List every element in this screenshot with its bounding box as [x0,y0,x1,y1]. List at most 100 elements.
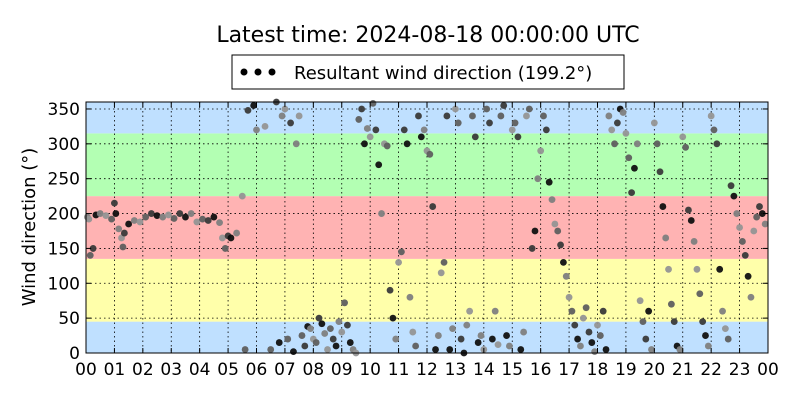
data-point [613,119,621,127]
data-point [471,133,479,141]
data-point [446,346,454,353]
data-point [261,123,269,130]
data-point [400,126,408,134]
data-point [523,112,530,120]
data-point [713,140,721,148]
data-point [250,102,258,109]
data-point [545,178,553,186]
x-tick-label: 10 [359,360,381,380]
data-point [517,346,525,353]
data-point [287,119,294,127]
data-point [120,229,128,237]
x-tick-label: 09 [331,360,353,380]
x-tick-label: 11 [388,360,410,380]
data-point [747,293,755,301]
data-point [631,164,638,172]
data-point [477,332,485,339]
data-point [378,210,385,217]
data-point [432,346,439,353]
data-point [571,321,579,329]
data-point [750,227,758,235]
data-point [383,142,391,150]
x-tick-label: 01 [104,360,126,380]
y-tick-label: 300 [48,135,80,155]
data-point [426,150,434,158]
data-point [85,215,93,223]
data-point [628,189,635,197]
x-axis-ticks: 00 01 02 03 04 05 06 07 08 09 10 11 12 13 14 15 16 17 18 19… [75,102,779,380]
x-tick-label: 20 [644,360,666,380]
data-point [494,341,502,349]
data-points [84,98,769,357]
data-point [108,215,115,223]
data-point [318,320,326,328]
data-point [710,126,718,134]
data-point [406,293,414,301]
data-point [608,126,616,134]
data-point [611,140,618,148]
y-axis-label: Wind direction (°) [19,148,40,307]
data-point [301,342,309,350]
data-point [344,321,351,329]
data-point [506,342,513,350]
x-tick-label: 05 [217,360,239,380]
data-point [753,213,761,221]
data-point [392,335,400,343]
data-point [739,238,746,245]
data-point [466,307,474,315]
data-point [579,314,587,322]
data-point [605,112,613,120]
legend-label: Resultant wind direction (199.2°) [294,63,592,84]
data-point [338,328,346,336]
x-tick-label: 02 [132,360,154,380]
data-point [159,213,167,221]
data-point [321,330,329,337]
data-point [721,325,729,332]
data-point [585,328,593,336]
x-tick-label: 03 [160,360,182,380]
data-point [290,348,297,356]
data-point [440,258,448,266]
data-point [560,258,567,266]
data-point [170,215,178,222]
data-point [219,234,226,242]
data-point [244,106,252,114]
data-point [537,147,545,155]
data-point [551,220,559,228]
data-point [112,210,120,217]
data-point [187,210,195,217]
data-point [733,210,741,217]
x-tick-label: 19 [615,360,637,380]
data-point [727,182,735,190]
data-point [241,346,249,353]
data-point [136,218,144,226]
data-point [730,192,738,200]
data-point [420,126,428,134]
data-point [443,112,451,120]
data-point [176,210,184,217]
data-point [204,217,212,224]
y-axis-ticks: 0 50 100 150 200 250 300 350 [48,100,768,364]
data-point [665,265,672,273]
data-point [690,238,698,245]
data-point [275,339,283,346]
data-point [412,342,420,350]
data-point [696,290,704,298]
data-point [542,126,550,134]
x-tick-label: 14 [473,360,495,380]
data-point [86,251,94,259]
data-point [520,328,528,336]
data-point [744,272,752,280]
data-point [528,245,536,252]
data-point [366,133,374,141]
data-point [650,119,658,127]
grid-lines [86,102,768,353]
data-point [602,346,610,353]
data-point [125,220,133,228]
x-tick-label: 21 [672,360,694,380]
data-point [415,112,422,120]
data-point [238,192,246,200]
data-point [704,342,712,350]
x-tick-label: 23 [729,360,751,380]
